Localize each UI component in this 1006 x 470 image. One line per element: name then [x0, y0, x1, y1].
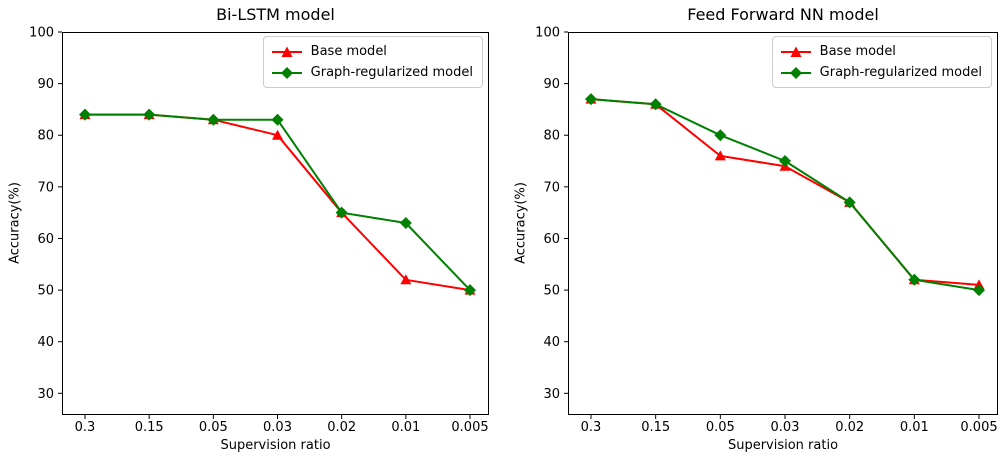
legend-entry-base-model: Base model — [780, 42, 982, 61]
x-tick-label: 0.15 — [135, 420, 164, 435]
chart-title-ffnn: Feed Forward NN model — [687, 5, 879, 24]
y-tick-label: 60 — [543, 232, 560, 247]
legend-entry-graph-regularized: Graph-regularized model — [271, 63, 473, 82]
x-tick-label: 0.005 — [451, 420, 488, 435]
graph-regularized-model-line — [84, 113, 471, 292]
graph-regularized-model-diamond-marker — [973, 284, 985, 297]
graph-regularized-model-diamond-marker — [399, 216, 412, 229]
y-tick-label: 30 — [543, 387, 560, 402]
y-tick-label: 50 — [37, 284, 54, 299]
graph-regularized-model-diamond-marker — [143, 108, 156, 121]
diamond-marker-icon — [280, 66, 293, 79]
plot-border — [62, 32, 489, 415]
y-tick-label: 70 — [37, 180, 54, 195]
y-axis-label-bilstm: Accuracy(%) — [7, 182, 23, 264]
legend-entry-base-model: Base model — [271, 42, 473, 61]
x-tick-label: 0.03 — [263, 420, 292, 435]
x-tick-label: 0.15 — [641, 420, 670, 435]
x-tick-label: 0.01 — [900, 420, 929, 435]
y-axis-label-ffnn: Accuracy(%) — [513, 182, 529, 264]
base-model-triangle-marker — [272, 129, 283, 140]
legend-ffnn: Base model Graph-regularized model — [771, 36, 992, 88]
y-tick-label: 90 — [543, 77, 560, 92]
x-tick-label: 0.005 — [960, 420, 997, 435]
legend-entry-graph-regularized: Graph-regularized model — [780, 63, 982, 82]
y-tick-label: 70 — [543, 180, 560, 195]
graph-model-line-marker-icon — [271, 66, 302, 79]
y-tick-label: 80 — [543, 129, 560, 144]
chart-title-bilstm: Bi-LSTM model — [216, 5, 335, 24]
x-tick-label: 0.02 — [835, 420, 864, 435]
graph-regularized-model-diamond-marker — [271, 113, 284, 126]
plot-area-ffnn: 30 40 50 60 70 80 90 100 0.3 0.15 0.05 0.03 0.02 0.01… — [535, 26, 998, 435]
base-model-line — [84, 113, 471, 292]
base-model-triangle-marker — [400, 274, 412, 285]
x-tick-label: 0.3 — [75, 420, 96, 435]
triangle-marker-icon — [281, 46, 293, 57]
x-axis-label-bilstm: Supervision ratio — [220, 438, 331, 453]
graph-regularized-model-diamond-marker — [585, 93, 597, 106]
graph-regularized-model-diamond-marker — [714, 129, 727, 142]
x-tick-label: 0.03 — [771, 420, 800, 435]
y-tick-label: 100 — [29, 26, 54, 41]
graph-regularized-model-diamond-marker — [207, 113, 220, 126]
y-tick-label: 80 — [37, 129, 54, 144]
x-tick-label: 0.05 — [199, 420, 228, 435]
graph-regularized-model-diamond-marker — [908, 273, 921, 286]
graph-regularized-model-diamond-marker — [779, 155, 791, 168]
y-tick-label: 30 — [37, 387, 54, 402]
legend-label: Graph-regularized model — [310, 65, 473, 80]
graph-regularized-model-diamond-marker — [335, 206, 348, 219]
graph-regularized-model-diamond-marker — [843, 196, 856, 209]
x-axis-label-ffnn: Supervision ratio — [727, 438, 839, 453]
legend-label: Graph-regularized model — [819, 65, 982, 80]
base-model-line-marker-icon — [780, 46, 811, 57]
x-tick-label: 0.02 — [327, 420, 356, 435]
legend-label: Base model — [310, 44, 387, 59]
base-model-line-marker-icon — [271, 46, 302, 57]
plot-area-bilstm: 30 40 50 60 70 80 90 100 0.3 0.15 0.05 0.03 0.02 0.01… — [29, 26, 489, 435]
x-tick-label: 0.05 — [706, 420, 735, 435]
y-tick-label: 50 — [543, 284, 560, 299]
graph-regularized-model-diamond-marker — [79, 108, 91, 121]
y-tick-label: 40 — [543, 335, 560, 350]
x-tick-label: 0.3 — [581, 420, 602, 435]
diamond-marker-icon — [789, 66, 802, 79]
y-tick-label: 60 — [37, 232, 54, 247]
base-model-line — [590, 98, 980, 286]
plot-border — [568, 32, 998, 415]
graph-regularized-model-diamond-marker — [464, 284, 476, 297]
triangle-marker-icon — [790, 46, 802, 57]
legend-bilstm: Base model Graph-regularized model — [262, 36, 483, 88]
graph-regularized-model-line — [590, 98, 980, 292]
y-tick-label: 40 — [37, 335, 54, 350]
base-model-triangle-marker — [714, 150, 726, 161]
graph-regularized-model-diamond-marker — [649, 98, 662, 111]
x-tick-label: 0.01 — [391, 420, 420, 435]
legend-label: Base model — [819, 44, 896, 59]
y-tick-label: 90 — [37, 77, 54, 92]
y-tick-label: 100 — [535, 26, 560, 41]
graph-model-line-marker-icon — [780, 66, 811, 79]
